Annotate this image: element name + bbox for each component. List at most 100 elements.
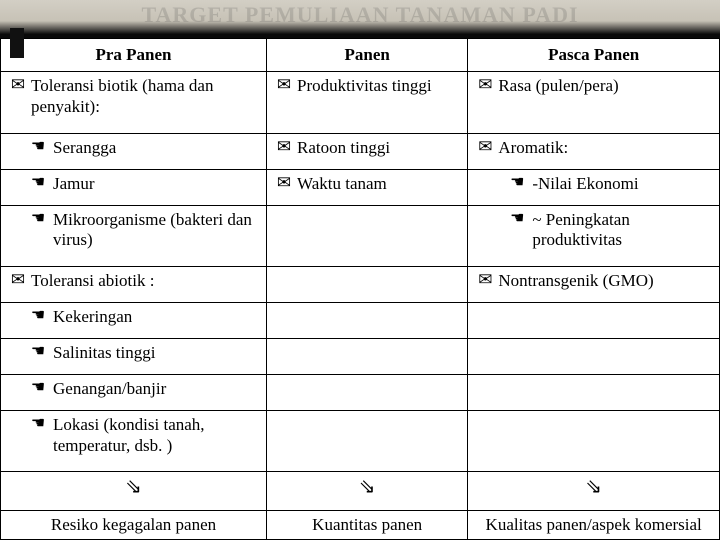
table-cell [267,339,468,375]
cell-content: ☚Lokasi (kondisi tanah, temperatur, dsb.… [9,415,258,456]
slide: TARGET PEMULIAAN TANAMAN PADI Pra Panen … [0,0,720,540]
hand-icon: ☚ [27,210,49,228]
hand-icon: ☚ [506,210,528,228]
table-cell: ☚~ Peningkatan produktivitas [468,205,720,266]
table-row: ☚Salinitas tinggi [1,339,720,375]
table-cell: ☚-Nilai Ekonomi [468,169,720,205]
cell-text: Rasa (pulen/pera) [498,76,618,96]
table-cell: ☚Mikroorganisme (bakteri dan virus) [1,205,267,266]
cell-content: ⇘ [275,476,459,498]
cell-content: ✉ Toleransi abiotik : [9,271,258,291]
cell-text: Toleransi abiotik : [31,271,154,291]
envelope-icon: ✉ [9,76,27,95]
hand-icon: ☚ [27,138,49,156]
table-footer-row: Resiko kegagalan panen Kuantitas panen K… [1,510,720,539]
envelope-icon: ✉ [275,138,293,157]
page-marker [10,28,24,58]
table-cell: ☚Genangan/banjir [1,375,267,411]
title-band: TARGET PEMULIAAN TANAMAN PADI [0,0,720,38]
cell-text: Nontransgenik (GMO) [498,271,653,291]
cell-text: Mikroorganisme (bakteri dan virus) [53,210,258,251]
cell-text: Ratoon tinggi [297,138,390,158]
table-cell [267,205,468,266]
table-cell: ✉ Toleransi abiotik : [1,266,267,302]
arrow-icon: ⇘ [583,476,605,498]
cell-content: ✉Ratoon tinggi [275,138,459,158]
cell-content: ☚Mikroorganisme (bakteri dan virus) [9,210,258,251]
table-cell: ☚Salinitas tinggi [1,339,267,375]
table-cell: ✉Aromatik: [468,133,720,169]
table-row: ☚Lokasi (kondisi tanah, temperatur, dsb.… [1,411,720,472]
cell-content: ☚Kekeringan [9,307,258,327]
cell-text: Kekeringan [53,307,132,327]
cell-text: Waktu tanam [297,174,387,194]
footer-pra-panen: Resiko kegagalan panen [1,510,267,539]
table-cell: ✉Produktivitas tinggi [267,72,468,133]
table-header-row: Pra Panen Panen Pasca Panen [1,39,720,72]
table-cell [267,266,468,302]
footer-panen: Kuantitas panen [267,510,468,539]
header-pra-panen: Pra Panen [1,39,267,72]
table-cell: ☚Serangga [1,133,267,169]
cell-text: ~ Peningkatan produktivitas [532,210,711,251]
hand-icon: ☚ [506,174,528,192]
table-cell: ✉Waktu tanam [267,169,468,205]
table-row: ⇘ ⇘ ⇘ [1,472,720,510]
envelope-icon: ✉ [476,76,494,95]
cell-content: ✉ Toleransi biotik (hama dan penyakit): [9,76,258,117]
table-row: ☚Mikroorganisme (bakteri dan virus)☚~ Pe… [1,205,720,266]
cell-content: ⇘ [476,476,711,498]
table-cell: ☚Lokasi (kondisi tanah, temperatur, dsb.… [1,411,267,472]
table-row: ☚Serangga✉Ratoon tinggi✉Aromatik: [1,133,720,169]
target-table: Pra Panen Panen Pasca Panen ✉ Toleransi … [0,38,720,540]
table-row: ✉ Toleransi biotik (hama dan penyakit):✉… [1,72,720,133]
table-row: ☚Genangan/banjir [1,375,720,411]
table-row: ☚Kekeringan [1,302,720,338]
table-row: ✉ Toleransi abiotik :✉Nontransgenik (GMO… [1,266,720,302]
table-cell: ⇘ [267,472,468,510]
table-cell [468,411,720,472]
cell-text: Salinitas tinggi [53,343,155,363]
cell-text: Jamur [53,174,95,194]
table-cell: ✉Nontransgenik (GMO) [468,266,720,302]
cell-text: Toleransi biotik (hama dan penyakit): [31,76,258,117]
hand-icon: ☚ [27,343,49,361]
page-title: TARGET PEMULIAAN TANAMAN PADI [141,2,578,28]
hand-icon: ☚ [27,307,49,325]
cell-content: ☚~ Peningkatan produktivitas [476,210,711,251]
envelope-icon: ✉ [9,271,27,290]
cell-text: Genangan/banjir [53,379,166,399]
cell-content: ☚-Nilai Ekonomi [476,174,711,194]
table-cell [267,375,468,411]
cell-content: ☚Jamur [9,174,258,194]
table-cell: ⇘ [1,472,267,510]
table-cell [267,411,468,472]
table-cell: ☚Kekeringan [1,302,267,338]
cell-text: Serangga [53,138,116,158]
cell-text: -Nilai Ekonomi [532,174,638,194]
arrow-icon: ⇘ [123,476,145,498]
table-cell: ⇘ [468,472,720,510]
header-pasca-panen: Pasca Panen [468,39,720,72]
cell-content: ☚Serangga [9,138,258,158]
envelope-icon: ✉ [275,76,293,95]
cell-content: ✉Rasa (pulen/pera) [476,76,711,96]
cell-text: Aromatik: [498,138,568,158]
cell-content: ☚Genangan/banjir [9,379,258,399]
arrow-icon: ⇘ [356,476,378,498]
hand-icon: ☚ [27,379,49,397]
footer-pasca-panen: Kualitas panen/aspek komersial [468,510,720,539]
table-row: ☚Jamur✉Waktu tanam☚-Nilai Ekonomi [1,169,720,205]
cell-content: ☚Salinitas tinggi [9,343,258,363]
hand-icon: ☚ [27,174,49,192]
header-panen: Panen [267,39,468,72]
cell-content: ⇘ [9,476,258,498]
envelope-icon: ✉ [275,174,293,193]
table-cell: ✉ Toleransi biotik (hama dan penyakit): [1,72,267,133]
table-cell [468,339,720,375]
table-cell [267,302,468,338]
cell-text: Lokasi (kondisi tanah, temperatur, dsb. … [53,415,258,456]
cell-content: ✉Aromatik: [476,138,711,158]
cell-content: ✉Nontransgenik (GMO) [476,271,711,291]
table-cell: ☚Jamur [1,169,267,205]
